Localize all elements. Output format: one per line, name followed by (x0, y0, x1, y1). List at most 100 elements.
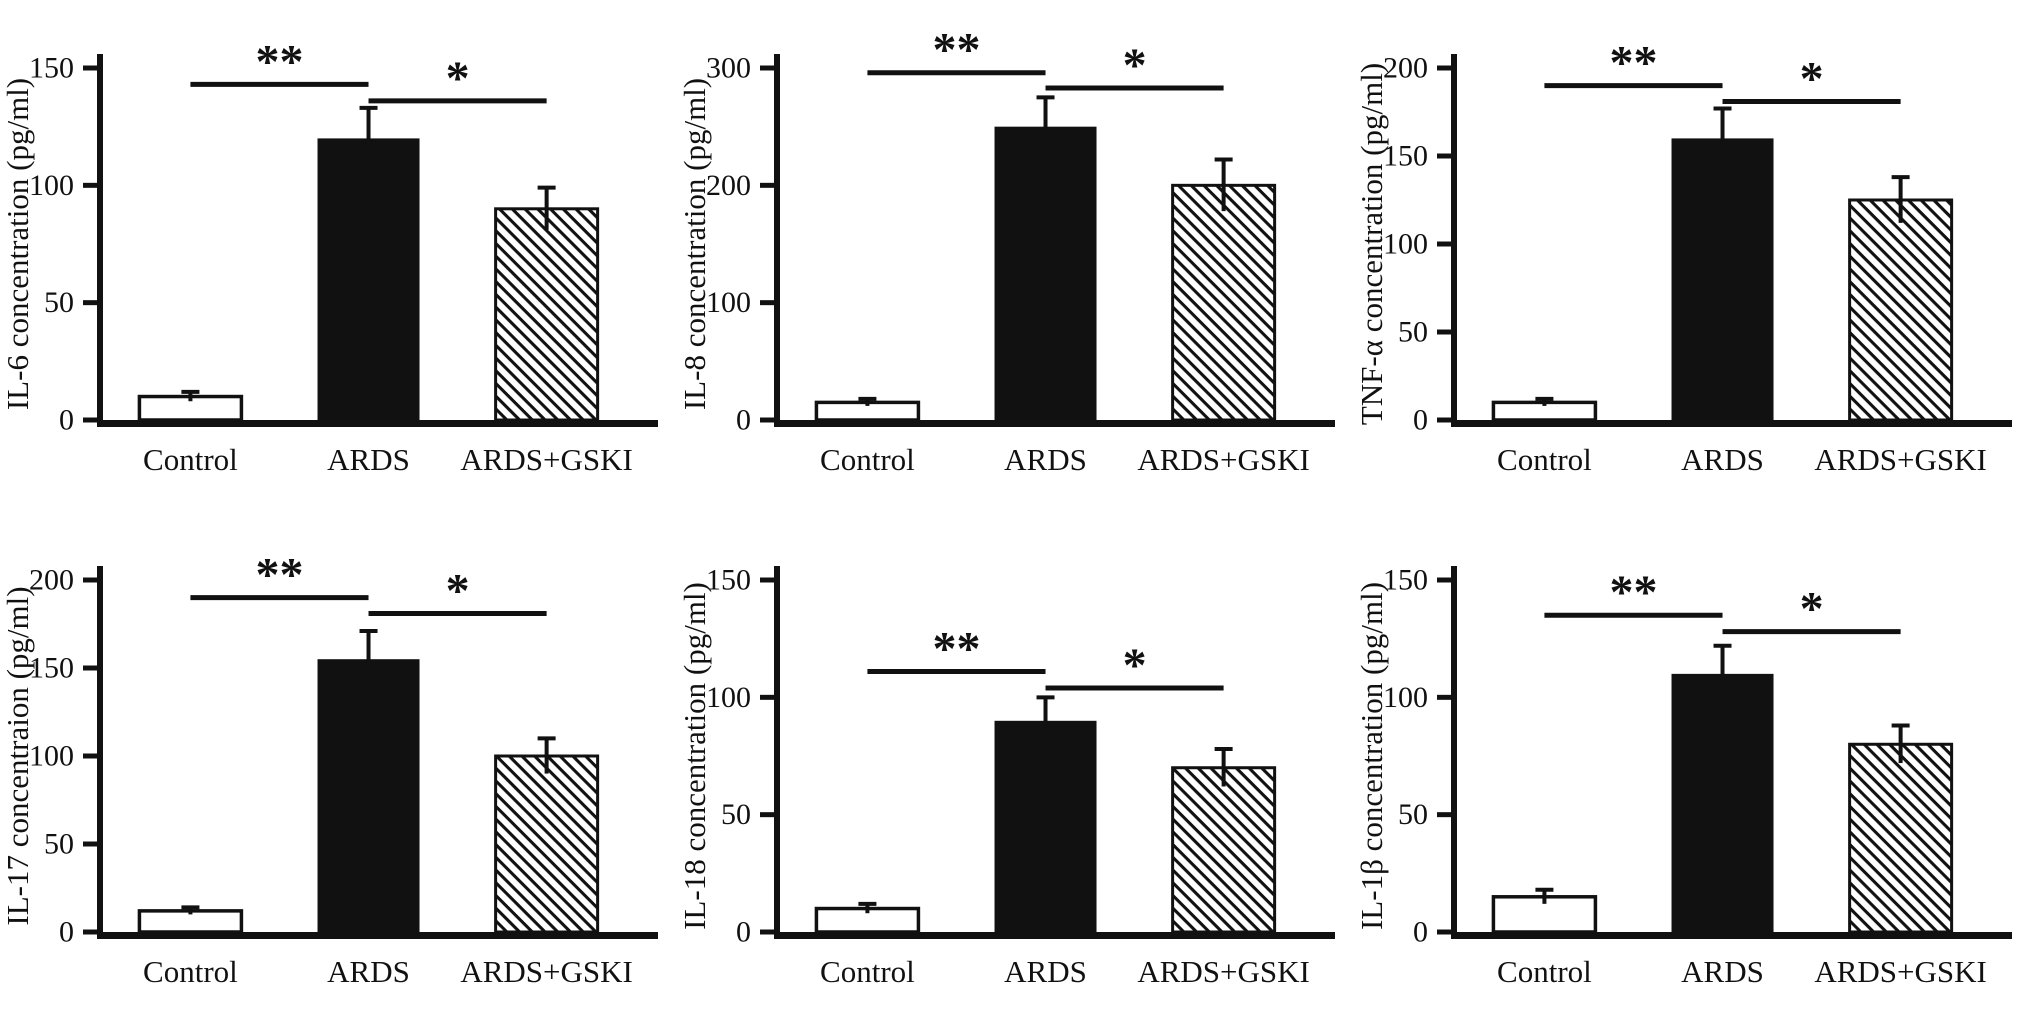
y-tick (760, 929, 775, 935)
significance-asterisks: ** (932, 623, 980, 676)
y-axis-label: TNF-α concentration (pg/ml) (1354, 63, 1389, 425)
bar-ards (317, 138, 420, 420)
bar-ards (1671, 673, 1774, 932)
y-tick-label: 50 (721, 798, 751, 831)
y-tick (760, 812, 775, 818)
y-tick-label: 200 (706, 169, 751, 202)
error-bar (1214, 746, 1233, 787)
x-category-label: Control (143, 954, 238, 989)
chart-panel-il1b: 0 50 100 150 IL-1β concentration (pg/ml) Cont… (1354, 512, 2031, 1024)
y-axis-label: IL-18 concentration (pg/ml) (677, 582, 712, 930)
y-tick-label: 0 (59, 916, 74, 949)
significance-asterisks: * (1123, 39, 1147, 92)
y-tick (1437, 812, 1452, 818)
significance-asterisks: ** (1609, 566, 1657, 619)
bar-ards-gski (494, 754, 600, 934)
y-tick-label: 0 (736, 916, 751, 949)
x-category-label: ARDS (1004, 442, 1087, 477)
y-tick-label: 100 (29, 740, 74, 773)
x-category-label: Control (1497, 954, 1592, 989)
y-axis-label: IL-17 concentraion (pg/ml) (0, 586, 35, 925)
y-tick-label: 0 (1413, 404, 1428, 437)
y-axis-label: IL-1β concentration (pg/ml) (1354, 582, 1389, 930)
error-bar (1036, 95, 1055, 156)
x-category-label: Control (820, 442, 915, 477)
y-tick-label: 100 (1383, 681, 1428, 714)
bar-ards (994, 720, 1097, 932)
y-axis (774, 566, 780, 939)
y-tick-label: 150 (29, 652, 74, 685)
y-tick-label: 0 (736, 404, 751, 437)
error-bar (1535, 396, 1554, 406)
y-axis (97, 54, 103, 427)
error-bar (1214, 157, 1233, 212)
chart-panel-il18: 0 50 100 150 IL-18 concentration (pg/ml) Cont… (677, 512, 1354, 1024)
chart-panel-il17: 0 50 100 150 200 IL-17 concentraion (pg/ml) Co… (0, 512, 677, 1024)
error-bar (858, 901, 877, 914)
y-tick (1437, 694, 1452, 700)
x-axis (1451, 932, 2012, 939)
chart-panel-il6: 0 50 100 150 IL-6 concentration (pg/ml) Contr… (0, 0, 677, 512)
y-axis (1451, 54, 1457, 427)
error-bar (1891, 175, 1910, 223)
y-tick (1437, 241, 1452, 247)
error-bar (181, 905, 200, 915)
error-bar (1535, 887, 1554, 904)
significance-asterisks: * (446, 564, 470, 617)
y-tick-label: 150 (706, 564, 751, 597)
y-axis (774, 54, 780, 427)
y-tick-label: 50 (1398, 798, 1428, 831)
bar-ards-gski (1171, 183, 1277, 422)
x-category-label: ARDS+GSKI (1137, 954, 1310, 989)
x-category-label: ARDS+GSKI (1814, 954, 1987, 989)
bar-ards-gski (1171, 766, 1277, 934)
y-tick-label: 100 (706, 681, 751, 714)
bar-ards (1671, 138, 1774, 420)
y-tick-label: 200 (29, 564, 74, 597)
significance-asterisks: * (1800, 583, 1824, 636)
y-tick (83, 753, 98, 759)
x-category-label: ARDS (327, 442, 410, 477)
y-tick (83, 65, 98, 71)
x-category-label: ARDS (327, 954, 410, 989)
y-tick-label: 150 (29, 52, 74, 85)
y-tick (83, 929, 98, 935)
bar-ards-gski (1848, 742, 1954, 934)
error-bar (359, 105, 378, 169)
significance-asterisks: * (1800, 52, 1824, 105)
y-axis (97, 566, 103, 939)
error-bar (181, 389, 200, 402)
error-bar (1891, 723, 1910, 764)
x-axis (97, 932, 658, 939)
x-category-label: ARDS (1004, 954, 1087, 989)
y-tick-label: 0 (1413, 916, 1428, 949)
x-category-label: ARDS+GSKI (1137, 442, 1310, 477)
y-tick (760, 694, 775, 700)
x-axis (774, 932, 1335, 939)
y-tick (1437, 417, 1452, 423)
x-axis (774, 420, 1335, 427)
bar-ards (994, 126, 1097, 421)
y-tick-label: 100 (1383, 228, 1428, 261)
x-category-label: ARDS+GSKI (460, 442, 633, 477)
y-tick-label: 50 (44, 828, 74, 861)
x-category-label: ARDS (1681, 954, 1764, 989)
y-tick (1437, 577, 1452, 583)
y-tick-label: 50 (1398, 316, 1428, 349)
y-tick-label: 50 (44, 286, 74, 319)
bar-ards-gski (1848, 198, 1954, 422)
y-tick (760, 300, 775, 306)
x-category-label: ARDS+GSKI (1814, 442, 1987, 477)
significance-asterisks: * (1123, 639, 1147, 692)
error-bar (1713, 106, 1732, 169)
x-category-label: Control (820, 954, 915, 989)
error-bar (1713, 643, 1732, 703)
x-category-label: ARDS (1681, 442, 1764, 477)
significance-asterisks: * (446, 52, 470, 105)
error-bar (1036, 695, 1055, 745)
